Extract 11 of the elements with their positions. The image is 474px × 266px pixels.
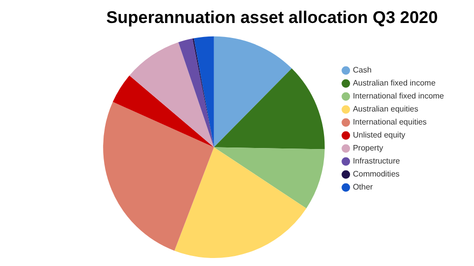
- legend-label: International equities: [352, 118, 427, 127]
- chart-title: Superannuation asset allocation Q3 2020: [106, 8, 438, 27]
- legend-label: Property: [352, 144, 384, 153]
- legend-label: Commodities: [352, 170, 400, 179]
- legend-label: Unlisted equity: [352, 130, 406, 140]
- legend-label: Infrastructure: [352, 156, 401, 166]
- legend-label: Australian fixed income: [352, 78, 436, 88]
- legend-label: Cash: [352, 66, 372, 75]
- legend-label: Australian equities: [352, 104, 418, 114]
- legend-label: International fixed income: [352, 92, 445, 101]
- legend-label: Other: [352, 182, 374, 192]
